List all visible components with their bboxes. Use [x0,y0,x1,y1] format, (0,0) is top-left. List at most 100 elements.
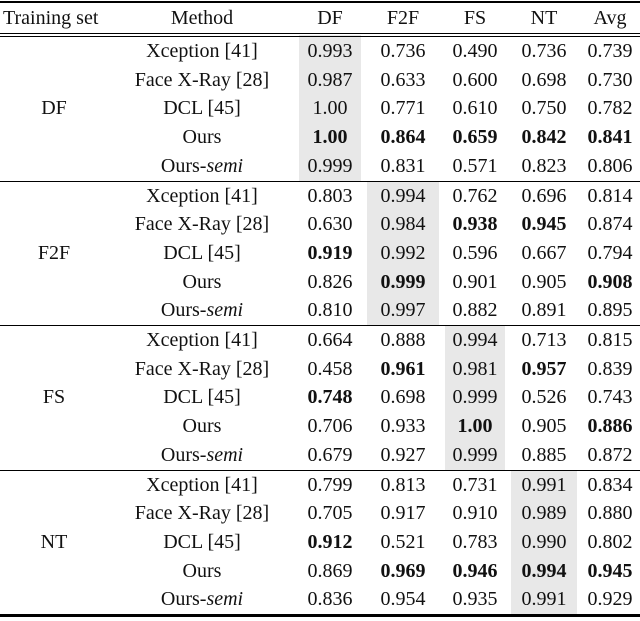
value-cell-fs: 0.910 [452,502,498,525]
value-cell-avg: 0.841 [587,126,633,149]
value-cell-fs: 0.783 [452,530,498,553]
method-cell: Xception [41] [146,329,258,352]
value-cell-f2f: 0.831 [380,154,426,177]
value-cell-avg: 0.730 [587,68,633,91]
col-header-training-set: Training set [3,7,99,29]
value-cell-avg: 0.806 [587,154,633,177]
value-cell-nt: 0.994 [508,556,580,586]
value-cell-nt: 0.713 [521,329,567,352]
value-cell-nt: 0.842 [521,126,567,149]
value-cell-avg: 0.739 [587,40,633,62]
value-cell-nt: 0.696 [521,184,567,207]
value-cell-f2f: 0.736 [380,40,426,62]
table-row: Face X-Ray [28] 0.987 0.633 0.600 0.698 0.730 [0,65,640,95]
table-row: Ours-semi 0.679 0.927 0.999 0.885 0.872 [0,440,640,471]
value-cell-avg: 0.839 [587,357,633,380]
table-row: DCL [45] 0.912 0.521 0.783 0.990 0.802 [0,527,640,557]
value-cell-df: 0.810 [307,299,353,322]
value-cell-avg: 0.880 [587,502,633,525]
value-cell-fs: 0.901 [452,270,498,293]
value-cell-fs: 0.981 [442,354,508,384]
training-set-label: NT [40,530,68,553]
value-cell-avg: 0.782 [587,97,633,120]
table-row: DCL [45] 0.919 0.992 0.596 0.667 0.794 [0,238,640,268]
method-cell: DCL [45] [163,386,241,409]
table-row: NT Xception [41] 0.799 0.813 0.731 0.991 0.834 [0,470,640,553]
value-cell-fs: 0.731 [452,473,498,496]
value-cell-f2f: 0.994 [364,181,442,211]
method-cell: Ours-semi [160,588,244,611]
method-cell: Xception [41] [146,184,258,207]
training-set-label: DF [41,97,67,120]
value-cell-df: 0.748 [307,386,353,409]
value-cell-avg: 0.945 [587,559,633,582]
table-row: Ours-semi 0.836 0.954 0.935 0.991 0.929 [0,585,640,616]
method-cell: Ours-semi [160,299,244,322]
value-cell-avg: 0.815 [587,329,633,352]
method-cell: Ours [182,270,222,293]
col-header-nt: NT [530,7,558,29]
value-cell-df: 0.912 [307,530,353,553]
table-row: DCL [45] 0.748 0.698 0.999 0.526 0.743 [0,383,640,413]
value-cell-nt: 0.991 [508,585,580,616]
col-header-df: DF [317,7,343,29]
group-nt: NT Xception [41] 0.799 0.813 0.731 0.991 0.834… [0,470,640,616]
value-cell-df: 1.00 [296,94,364,124]
table-row: Face X-Ray [28] 0.458 0.961 0.981 0.957 0.839 [0,354,640,384]
method-cell: Xception [41] [146,473,258,496]
method-cell: Ours-semi [160,154,244,177]
value-cell-fs: 0.999 [442,383,508,413]
value-cell-fs: 0.999 [442,440,508,471]
value-cell-nt: 0.989 [508,499,580,528]
value-cell-fs: 0.596 [452,241,498,264]
value-cell-df: 0.458 [307,357,353,380]
value-cell-nt: 0.957 [521,357,567,380]
value-cell-fs: 0.882 [452,299,498,322]
value-cell-df: 0.869 [307,559,353,582]
value-cell-avg: 0.802 [587,530,633,553]
value-cell-avg: 0.886 [587,415,633,438]
method-cell: Face X-Ray [28] [134,502,270,525]
method-cell: DCL [45] [163,97,241,120]
value-cell-nt: 0.526 [521,386,567,409]
value-cell-df: 0.999 [296,151,364,182]
value-cell-df: 0.679 [307,443,353,466]
value-cell-df: 0.803 [307,184,353,207]
method-cell: Face X-Ray [28] [134,357,270,380]
table-row: FS Xception [41] 0.664 0.888 0.994 0.713 0.815 [0,325,640,408]
method-cell: DCL [45] [163,241,241,264]
value-cell-avg: 0.814 [587,184,633,207]
table-row: Ours 0.826 0.999 0.901 0.905 0.908 [0,267,640,297]
value-cell-df: 1.00 [296,123,364,152]
value-cell-nt: 0.891 [521,299,567,322]
value-cell-avg: 0.834 [587,473,633,496]
table-row: DF Xception [41] 0.993 0.736 0.490 0.736 0.739 [0,35,640,119]
value-cell-avg: 0.929 [587,588,633,611]
value-cell-avg: 0.743 [587,386,633,409]
training-set-label: F2F [37,241,71,264]
method-cell: Ours-semi [160,443,244,466]
value-cell-fs: 0.938 [452,213,498,236]
value-cell-f2f: 0.521 [380,530,426,553]
value-cell-f2f: 0.999 [364,267,442,297]
value-cell-nt: 0.698 [521,68,567,91]
value-cell-f2f: 0.927 [380,443,426,466]
value-cell-nt: 0.667 [521,241,567,264]
value-cell-fs: 0.490 [452,40,498,62]
value-cell-f2f: 0.984 [364,210,442,239]
method-cell: Xception [41] [146,40,258,62]
method-cell: Ours [182,415,222,438]
table-row: Ours 0.706 0.933 1.00 0.905 0.886 [0,412,640,441]
header-row: Training set Method DF F2F FS NT Avg [0,2,640,35]
value-cell-nt: 0.885 [521,443,567,466]
value-cell-nt: 0.905 [521,270,567,293]
value-cell-f2f: 0.888 [380,329,426,352]
value-cell-f2f: 0.933 [380,415,426,438]
value-cell-fs: 0.659 [452,126,498,149]
value-cell-nt: 0.945 [521,213,567,236]
table-row: F2F Xception [41] 0.803 0.994 0.762 0.696 0.81… [0,181,640,264]
value-cell-f2f: 0.633 [380,68,426,91]
value-cell-fs: 1.00 [442,412,508,441]
value-cell-fs: 0.600 [452,68,498,91]
